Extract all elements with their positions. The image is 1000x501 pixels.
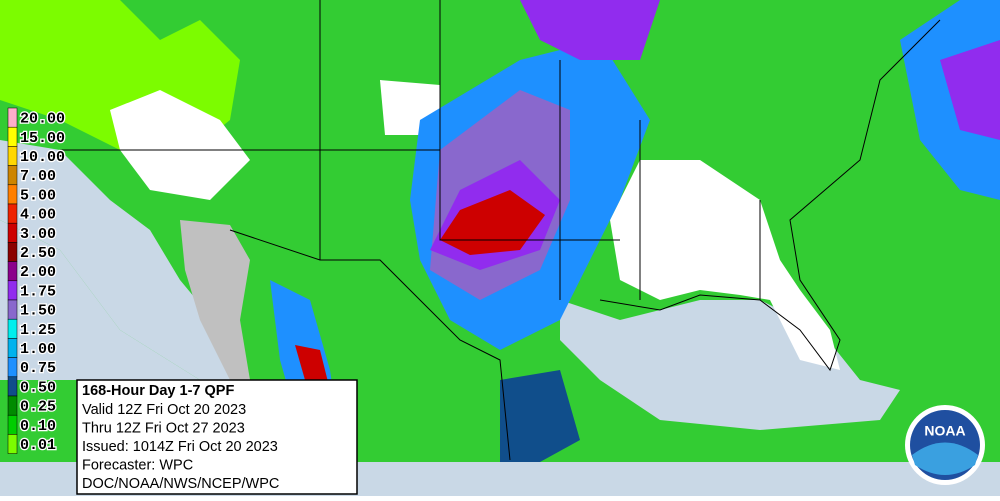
info-line: Thru 12Z Fri Oct 27 2023 — [82, 420, 245, 436]
legend-label: 1.50 — [20, 303, 56, 320]
legend-swatch — [7, 107, 18, 128]
info-lines: Valid 12Z Fri Oct 20 2023 Thru 12Z Fri Oc… — [82, 402, 279, 492]
legend-swatch — [7, 414, 18, 435]
legend-swatch — [7, 280, 18, 301]
logo-wave — [912, 442, 978, 475]
precip-red — [295, 345, 330, 390]
precip-violet — [940, 40, 1000, 140]
no-data-area — [180, 220, 250, 380]
pacific-ocean — [0, 140, 250, 380]
legend-label: 0.75 — [20, 360, 56, 377]
legend-swatch — [7, 165, 18, 186]
dry-area — [110, 90, 250, 200]
info-box-background — [76, 379, 358, 495]
legend-swatch — [7, 184, 18, 205]
legend-swatch — [7, 318, 18, 339]
precip-red — [440, 190, 545, 255]
legend-label: 0.10 — [20, 418, 56, 435]
legend-swatch — [7, 261, 18, 282]
info-line: Valid 12Z Fri Oct 20 2023 — [82, 402, 246, 418]
legend-swatch — [7, 338, 18, 358]
info-line: Forecaster: WPC — [82, 457, 193, 473]
legend: 20.00 15.00 10.00 7.00 5.00 4.00 3.00 2.50 2.00 1… — [7, 107, 66, 455]
legend-swatch — [7, 222, 18, 243]
legend-label: 20.00 — [20, 111, 65, 128]
borders — [60, 0, 941, 461]
dry-area — [610, 160, 840, 370]
legend-swatch — [7, 434, 18, 454]
legend-swatch — [7, 357, 18, 378]
legend-label: 2.00 — [20, 264, 56, 281]
legend-label: 3.00 — [20, 226, 56, 243]
info-line: DOC/NOAA/NWS/NCEP/WPC — [82, 476, 279, 492]
legend-label: 7.00 — [20, 168, 56, 185]
legend-label: 1.75 — [20, 283, 56, 300]
legend-label: 0.50 — [20, 379, 56, 396]
info-line: Issued: 1014Z Fri Oct 20 2023 — [82, 439, 278, 455]
legend-swatch — [7, 376, 18, 397]
legend-label: 2.50 — [20, 245, 56, 262]
legend-swatch — [7, 146, 18, 166]
noaa-logo: NOAA — [905, 405, 985, 485]
legend-swatch — [7, 126, 18, 147]
precip-violet — [520, 0, 660, 60]
legend-label: 5.00 — [20, 187, 56, 204]
legend-label: 0.25 — [20, 399, 56, 416]
legend-swatch — [7, 395, 18, 416]
legend-label: 1.25 — [20, 322, 56, 339]
info-title: 168-Hour Day 1-7 QPF — [82, 383, 234, 399]
info-box: 168-Hour Day 1-7 QPF Valid 12Z Fri Oct 2… — [76, 379, 358, 495]
legend-label: 4.00 — [20, 207, 56, 224]
pacific-ocean — [0, 220, 200, 380]
legend-label: 1.00 — [20, 341, 56, 358]
legend-swatch — [7, 203, 18, 224]
legend-swatch — [7, 242, 18, 262]
legend-label: 15.00 — [20, 130, 65, 147]
legend-swatch — [7, 299, 18, 320]
legend-label: 10.00 — [20, 149, 65, 166]
logo-text: NOAA — [924, 423, 965, 439]
precip-dark-blue — [500, 370, 580, 462]
legend-label: 0.01 — [20, 437, 56, 454]
